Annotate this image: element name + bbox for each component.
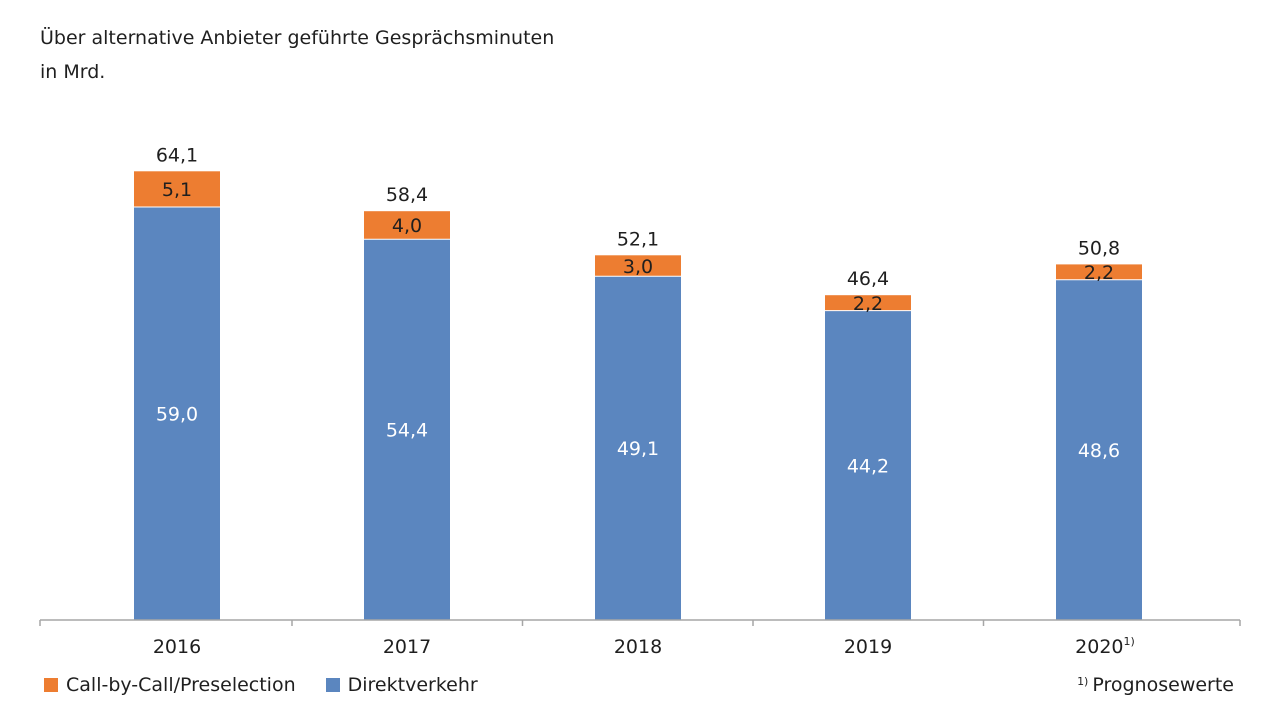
x-tick-footnote-marker: 1) bbox=[1124, 635, 1135, 648]
data-label-total-2020: 50,8 bbox=[1078, 237, 1120, 259]
legend-item-call-by-call: Call-by-Call/Preselection bbox=[44, 674, 296, 696]
x-tick-label-2020: 20201) bbox=[1075, 635, 1135, 658]
data-label-call-by-call-2019: 2,2 bbox=[853, 293, 883, 315]
data-label-call-by-call-2017: 4,0 bbox=[392, 215, 422, 237]
data-label-direktverkehr-2016: 59,0 bbox=[156, 404, 198, 426]
chart-title: Über alternative Anbieter geführte Gespr… bbox=[40, 27, 555, 49]
bar-direktverkehr-2018 bbox=[595, 276, 681, 620]
bar-direktverkehr-2017 bbox=[364, 239, 450, 620]
data-label-total-2018: 52,1 bbox=[617, 228, 659, 250]
bar-direktverkehr-2020 bbox=[1056, 279, 1142, 620]
bar-direktverkehr-2016 bbox=[134, 207, 220, 620]
footnote-text: Prognosewerte bbox=[1092, 674, 1234, 696]
footnote-marker: 1) bbox=[1077, 675, 1089, 688]
legend-swatch-direktverkehr bbox=[325, 678, 340, 692]
x-tick-label-2019: 2019 bbox=[844, 636, 892, 658]
bar-direktverkehr-2019 bbox=[825, 310, 911, 620]
bar-call-by-call-2019 bbox=[825, 295, 911, 311]
data-label-total-2019: 46,4 bbox=[847, 268, 889, 290]
bar-call-by-call-2018 bbox=[595, 255, 681, 277]
data-label-total-2016: 64,1 bbox=[156, 144, 198, 166]
data-label-direktverkehr-2018: 49,1 bbox=[617, 438, 659, 460]
legend-label-direktverkehr: Direktverkehr bbox=[347, 674, 478, 696]
data-label-direktverkehr-2019: 44,2 bbox=[847, 455, 889, 477]
data-label-call-by-call-2018: 3,0 bbox=[623, 256, 653, 278]
data-label-call-by-call-2016: 5,1 bbox=[162, 179, 192, 201]
x-tick-label-2016: 2016 bbox=[153, 636, 201, 658]
data-label-call-by-call-2020: 2,2 bbox=[1084, 262, 1114, 284]
bar-call-by-call-2017 bbox=[364, 211, 450, 240]
data-label-total-2017: 58,4 bbox=[386, 184, 428, 206]
bar-call-by-call-2016 bbox=[134, 171, 220, 207]
legend-swatch-call-by-call bbox=[44, 678, 58, 692]
data-label-direktverkehr-2017: 54,4 bbox=[386, 420, 428, 442]
legend-label-call-by-call: Call-by-Call/Preselection bbox=[66, 674, 296, 696]
x-tick-label-2017: 2017 bbox=[383, 636, 431, 658]
bar-call-by-call-2020 bbox=[1056, 264, 1142, 280]
legend-item-direktverkehr: Direktverkehr bbox=[325, 674, 478, 696]
chart-subtitle: in Mrd. bbox=[40, 61, 106, 83]
footnote: 1) Prognosewerte bbox=[1077, 674, 1234, 696]
x-tick-label-2018: 2018 bbox=[614, 636, 662, 658]
data-label-direktverkehr-2020: 48,6 bbox=[1078, 440, 1120, 462]
chart-legend: Call-by-Call/Preselection Direktverkehr bbox=[44, 674, 508, 696]
